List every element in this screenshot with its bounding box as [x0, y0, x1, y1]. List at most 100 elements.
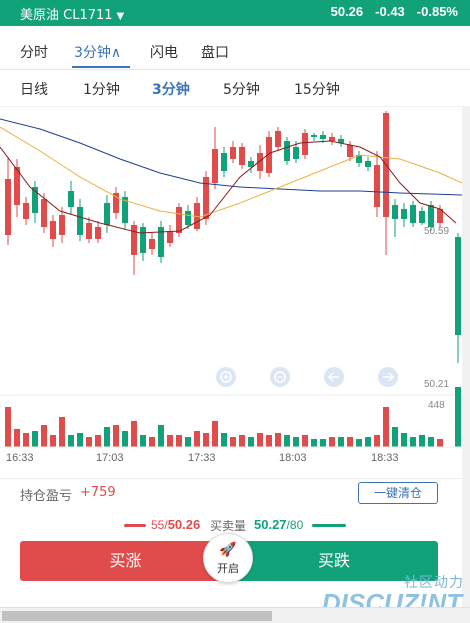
volume-bar	[68, 435, 74, 447]
volume-bar	[230, 437, 236, 447]
kline-chart[interactable]: 50.59 50.21 448 16:33 17:03 17:33 18:03 …	[0, 106, 462, 466]
top-bar: 美原油 CL1711 ▼ 50.26 -0.43 -0.85%	[0, 0, 470, 26]
kline-svg[interactable]: 50.59 50.21 448 16:33 17:03 17:33 18:03 …	[0, 107, 462, 467]
time-label: 17:03	[96, 452, 124, 464]
volume-bar	[50, 435, 56, 447]
candle-body	[428, 205, 434, 227]
volume-bar	[221, 433, 227, 447]
candle-body	[131, 225, 137, 255]
candle-body	[401, 209, 407, 219]
active-tab-underline	[72, 66, 130, 68]
chart-controls	[216, 367, 398, 387]
launch-button[interactable]: 🚀 开启	[203, 533, 253, 583]
volume-bars-group	[5, 387, 461, 447]
volume-bar	[194, 431, 200, 447]
tab-flash[interactable]: 闪电	[150, 42, 178, 62]
tab-15min[interactable]: 15分钟	[294, 79, 340, 99]
candle-body	[455, 237, 461, 335]
candle-body	[221, 153, 227, 171]
volume-bar	[428, 437, 434, 447]
rocket-icon: 🚀	[204, 542, 252, 558]
candle-body	[293, 147, 299, 159]
candle-body	[5, 179, 11, 235]
volume-max-label: 448	[428, 400, 445, 411]
volume-bar	[410, 437, 416, 447]
close-all-button[interactable]: 一键清仓	[358, 482, 438, 504]
volume-bar	[455, 387, 461, 447]
volume-bar	[266, 435, 272, 447]
candle-body	[419, 211, 425, 223]
candle-body	[284, 141, 290, 161]
volume-bar	[293, 437, 299, 447]
volume-bar	[248, 437, 254, 447]
candle-body	[140, 227, 146, 253]
volume-bar	[311, 439, 317, 447]
volume-bar	[5, 407, 11, 447]
tab-5min[interactable]: 5分钟	[223, 79, 260, 99]
volume-bar	[41, 425, 47, 447]
pnl-value: +759	[80, 485, 116, 500]
last-price: 50.26	[331, 4, 364, 19]
volume-bar	[32, 431, 38, 447]
ask-bar	[312, 524, 346, 527]
candle-body	[365, 161, 371, 167]
candle-body	[149, 239, 155, 249]
volume-bar	[113, 425, 119, 447]
candle-body	[59, 215, 65, 235]
instrument-selector[interactable]: 美原油 CL1711 ▼	[20, 4, 124, 23]
candle-body	[302, 133, 308, 155]
candle-body	[167, 231, 173, 243]
volume-bar	[383, 407, 389, 447]
volume-bar	[185, 437, 191, 447]
time-label: 18:33	[371, 452, 399, 464]
horizontal-scrollbar-thumb[interactable]	[2, 611, 272, 621]
instrument-name: 美原油 CL1711	[20, 8, 113, 23]
candle-body	[95, 227, 101, 239]
price-label-lower: 50.21	[424, 379, 449, 390]
candle-body	[347, 145, 353, 157]
volume-bar	[176, 435, 182, 447]
candle-body	[104, 203, 110, 225]
tab-orderbook[interactable]: 盘口	[201, 42, 229, 62]
vertical-scrollbar[interactable]	[462, 106, 470, 621]
candle-body	[50, 221, 56, 239]
candle-body	[392, 205, 398, 219]
quote-summary: 50.26 -0.43 -0.85%	[331, 4, 458, 19]
volume-bar	[212, 421, 218, 447]
volume-bar	[149, 437, 155, 447]
tab-3min[interactable]: 3分钟∧	[74, 42, 121, 62]
tab-3min-kline[interactable]: 3分钟	[152, 79, 190, 99]
candle-body	[77, 207, 83, 235]
ask-qty: 80	[290, 518, 303, 532]
volume-bar	[284, 435, 290, 447]
tab-daily[interactable]: 日线	[20, 79, 48, 99]
tab-1min[interactable]: 1分钟	[83, 79, 120, 99]
volume-bar	[257, 433, 263, 447]
tab-timeshare[interactable]: 分时	[20, 42, 48, 62]
volume-bar	[392, 427, 398, 447]
buy-up-button[interactable]: 买涨	[20, 541, 231, 581]
time-label: 18:03	[279, 452, 307, 464]
launch-label: 开启	[204, 560, 252, 576]
volume-bar	[365, 437, 371, 447]
volume-bar	[104, 427, 110, 447]
price-label-upper: 50.59	[424, 226, 449, 237]
candle-body	[212, 149, 218, 183]
bid-bar	[124, 524, 146, 527]
candle-body	[86, 223, 92, 239]
candle-body	[230, 147, 236, 159]
volume-bar	[320, 439, 326, 447]
volume-bar	[122, 431, 128, 447]
horizontal-scrollbar[interactable]	[0, 607, 470, 623]
volume-bar	[203, 433, 209, 447]
volume-bar	[329, 437, 335, 447]
candle-body	[320, 135, 326, 139]
candles-group	[5, 111, 461, 363]
candle-body	[329, 137, 335, 141]
volume-bar	[14, 429, 20, 447]
ask-info: 50.27/80	[254, 517, 303, 532]
volume-bar	[401, 433, 407, 447]
time-label: 17:33	[188, 452, 216, 464]
volume-bar	[347, 437, 353, 447]
volume-bar	[338, 437, 344, 447]
